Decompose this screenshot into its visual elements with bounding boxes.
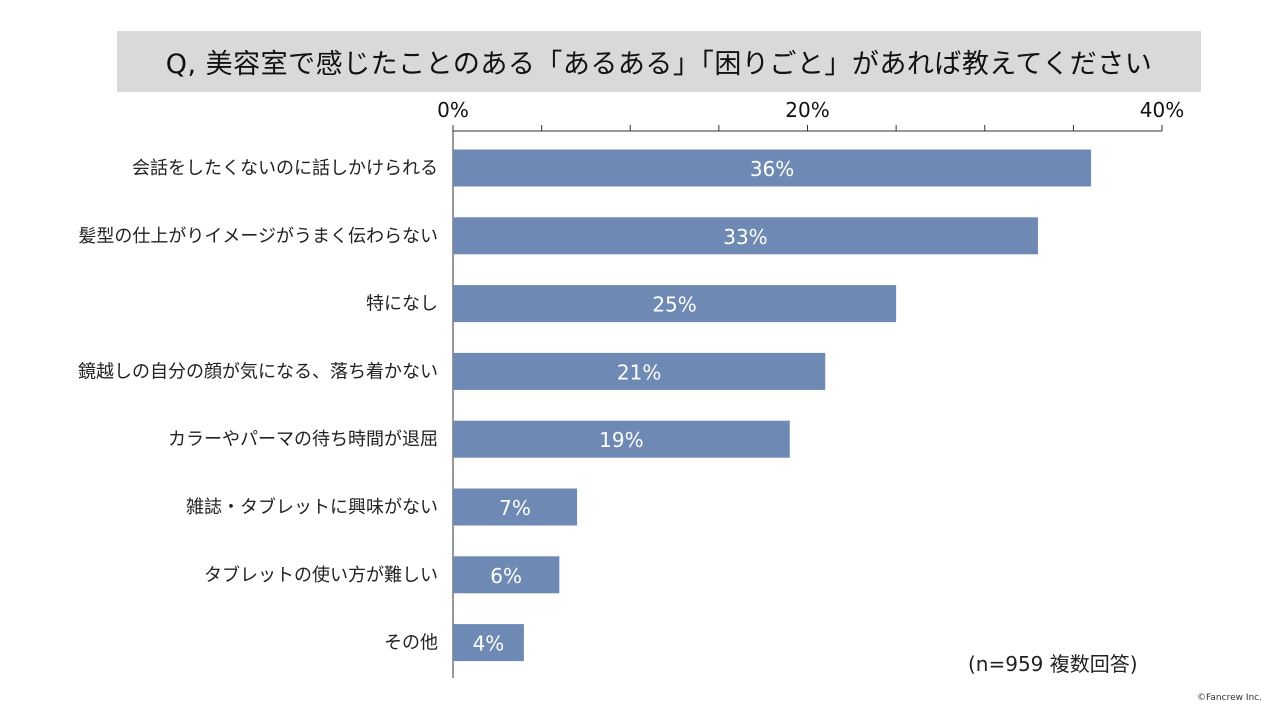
bar: [453, 217, 1038, 255]
bar-value-label: 21%: [617, 360, 661, 384]
x-tick-label: 20%: [785, 98, 829, 122]
bar-value-label: 19%: [599, 428, 643, 452]
bar-value-label: 25%: [652, 293, 696, 317]
bar: [453, 420, 790, 458]
bar: [453, 352, 826, 390]
bar: [453, 285, 897, 323]
category-label: 鏡越しの自分の顔が気になる、落ち着かない: [78, 361, 438, 382]
bar-value-label: 4%: [473, 632, 505, 656]
bar-value-label: 6%: [490, 564, 522, 588]
category-label: 雑誌・タブレットに興味がない: [186, 496, 438, 518]
category-label: その他: [384, 633, 438, 654]
bar-value-label: 36%: [750, 157, 794, 181]
x-tick-label: 40%: [1140, 98, 1184, 122]
x-tick-label: 0%: [437, 98, 469, 122]
sample-note: (n=959 複数回答): [968, 652, 1138, 676]
bar-value-label: 33%: [723, 225, 767, 249]
category-label: 会話をしたくないのに話しかけられる: [132, 158, 438, 179]
bar-value-label: 7%: [499, 496, 531, 520]
bar: [453, 149, 1092, 187]
chart-title: Q, 美容室で感じたことのある「あるある」「困りごと」があれば教えてください: [117, 31, 1201, 92]
category-label: 特になし: [366, 294, 438, 315]
bar: [453, 556, 560, 594]
copyright-text: ©Fancrew Inc.: [1197, 693, 1262, 703]
category-label: 髪型の仕上がりイメージがうまく伝わらない: [78, 225, 438, 247]
bar: [453, 624, 524, 662]
category-label: タブレットの使い方が難しい: [204, 564, 438, 586]
category-label: カラーやパーマの待ち時間が退屈: [168, 429, 438, 450]
bar: [453, 488, 578, 526]
